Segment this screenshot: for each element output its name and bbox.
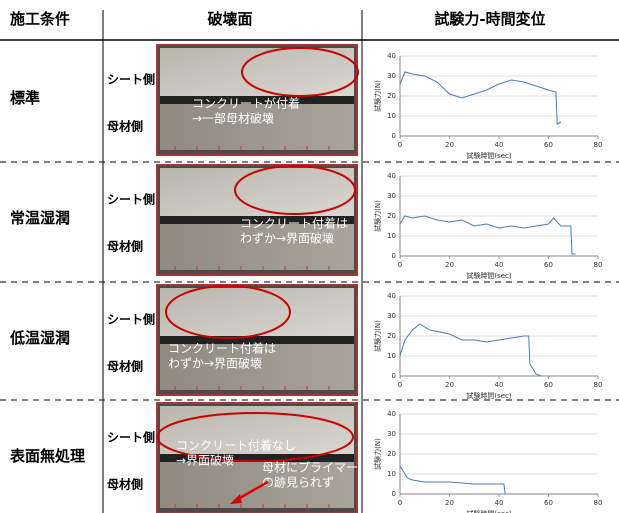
y-tick-label: 30 <box>387 430 396 438</box>
base-label: 母材側 <box>107 239 143 254</box>
annotation: の跡見られず <box>262 475 334 490</box>
y-tick-label: 40 <box>387 172 396 180</box>
annotation: わずか→界面破壊 <box>240 231 334 246</box>
sheet-label: シート側 <box>107 72 155 87</box>
x-tick-label: 40 <box>495 499 504 507</box>
y-axis-label: 試験力(N) <box>373 200 382 232</box>
header: 破壊面 <box>207 10 252 28</box>
y-tick-label: 30 <box>387 312 396 320</box>
x-axis-label: 試験時間(sec) <box>466 151 512 160</box>
data-line <box>400 466 505 494</box>
y-axis-label: 試験力(N) <box>373 438 382 470</box>
y-axis-label: 試験力(N) <box>373 80 382 112</box>
y-tick-label: 40 <box>387 410 396 418</box>
annotation: コンクリート付着は <box>240 216 348 231</box>
x-tick-label: 60 <box>544 141 553 149</box>
y-tick-label: 20 <box>387 92 396 100</box>
y-tick-label: 0 <box>392 372 396 380</box>
base-label: 母材側 <box>107 119 143 134</box>
condition: 表面無処理 <box>10 447 85 465</box>
figure: 施工条件 破壊面 試験力-時間変位 標準シート側母材側コンクリートが付着→一部母… <box>0 0 619 513</box>
x-tick-label: 0 <box>398 141 402 149</box>
data-line <box>400 324 541 376</box>
header: 施工条件 <box>10 10 70 28</box>
y-tick-label: 40 <box>387 52 396 60</box>
base-label: 母材側 <box>107 359 143 374</box>
y-tick-label: 20 <box>387 212 396 220</box>
y-tick-label: 0 <box>392 490 396 498</box>
data-line <box>400 216 576 254</box>
y-tick-label: 10 <box>387 352 396 360</box>
condition: 標準 <box>10 89 40 107</box>
x-tick-label: 60 <box>544 381 553 389</box>
y-tick-label: 10 <box>387 470 396 478</box>
x-tick-label: 40 <box>495 141 504 149</box>
sheet-label: シート側 <box>107 312 155 327</box>
x-tick-label: 80 <box>594 261 603 269</box>
annotation: コンクリート付着は <box>168 341 276 356</box>
x-tick-label: 0 <box>398 261 402 269</box>
annotation: 母材にプライマー <box>262 461 358 475</box>
sheet-label: シート側 <box>107 192 155 207</box>
x-axis-label: 試験時間(sec) <box>466 509 512 513</box>
y-tick-label: 20 <box>387 450 396 458</box>
annotation: コンクリート付着なし <box>176 438 296 453</box>
x-tick-label: 20 <box>445 499 454 507</box>
condition: 低温湿潤 <box>9 329 70 347</box>
annotation: →界面破壊 <box>176 453 234 468</box>
annotation: わずか→界面破壊 <box>168 356 262 371</box>
y-tick-label: 30 <box>387 192 396 200</box>
x-tick-label: 40 <box>495 381 504 389</box>
annotation: コンクリートが付着 <box>192 96 300 111</box>
x-tick-label: 60 <box>544 499 553 507</box>
x-tick-label: 60 <box>544 261 553 269</box>
x-tick-label: 40 <box>495 261 504 269</box>
y-tick-label: 0 <box>392 132 396 140</box>
photo-sheet <box>160 288 354 336</box>
y-tick-label: 20 <box>387 332 396 340</box>
y-tick-label: 40 <box>387 292 396 300</box>
y-tick-label: 30 <box>387 72 396 80</box>
y-tick-label: 10 <box>387 232 396 240</box>
header: 試験力-時間変位 <box>434 10 545 28</box>
y-tick-label: 0 <box>392 252 396 260</box>
x-tick-label: 20 <box>445 261 454 269</box>
x-axis-label: 試験時間(sec) <box>466 391 512 400</box>
x-tick-label: 20 <box>445 141 454 149</box>
x-tick-label: 0 <box>398 499 402 507</box>
x-tick-label: 80 <box>594 381 603 389</box>
y-tick-label: 10 <box>387 112 396 120</box>
x-tick-label: 20 <box>445 381 454 389</box>
sheet-label: シート側 <box>107 430 155 445</box>
base-label: 母材側 <box>107 477 143 492</box>
x-tick-label: 0 <box>398 381 402 389</box>
annotation: →一部母材破壊 <box>192 111 274 126</box>
condition: 常温湿潤 <box>10 209 70 227</box>
x-axis-label: 試験時間(sec) <box>466 271 512 280</box>
x-tick-label: 80 <box>594 141 603 149</box>
x-tick-label: 80 <box>594 499 603 507</box>
y-axis-label: 試験力(N) <box>373 320 382 352</box>
